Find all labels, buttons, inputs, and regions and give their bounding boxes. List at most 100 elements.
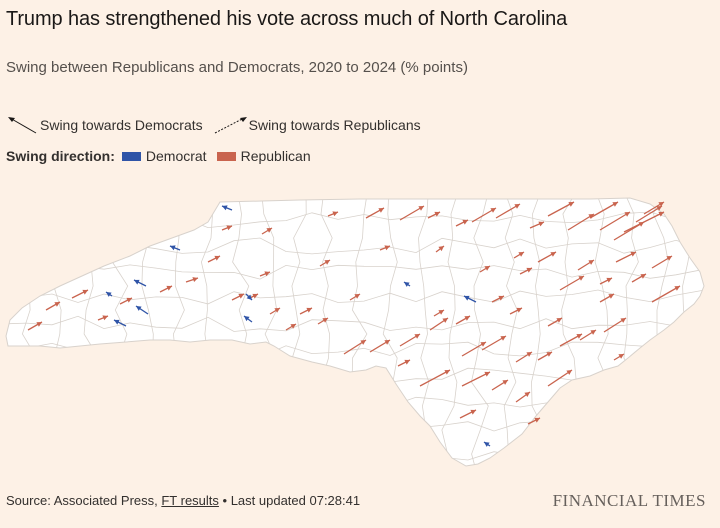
- swing-arrows: [27, 201, 681, 447]
- democrat-swing-arrow: [221, 205, 233, 211]
- footer-source: Source: Associated Press, FT results • L…: [6, 493, 360, 508]
- republican-swing-arrow: [119, 297, 133, 305]
- republican-swing-arrow: [599, 211, 631, 231]
- democrat-swing-arrow: [245, 293, 253, 301]
- republican-swing-arrow: [435, 245, 445, 253]
- last-updated: • Last updated 07:28:41: [218, 493, 361, 508]
- republican-swing-arrow: [343, 339, 367, 355]
- republican-swing-arrow: [513, 251, 525, 259]
- source-text: Source: Associated Press,: [6, 493, 162, 508]
- legend-democrat-key: Democrat: [121, 148, 207, 164]
- republican-swing-arrow: [369, 339, 391, 353]
- direction-legend-title: Swing direction:: [6, 148, 115, 164]
- republican-swing-arrow: [379, 245, 391, 251]
- republican-swing-arrow: [399, 205, 425, 221]
- republican-swing-arrow: [71, 289, 89, 299]
- legend-democrat-key-label: Democrat: [145, 148, 207, 164]
- republican-swing-arrow: [515, 391, 531, 403]
- republican-swing-arrow: [261, 227, 273, 235]
- republican-swing-arrow: [537, 251, 557, 263]
- republican-swing-arrow: [455, 315, 471, 325]
- arrow-legend: Swing towards Democrats Swing towards Re…: [6, 112, 431, 138]
- county-line: [470, 198, 490, 466]
- republican-swing-arrow: [259, 271, 271, 277]
- democrat-swing-arrow: [403, 281, 411, 287]
- republican-swing-arrow: [249, 293, 259, 299]
- democrat-swing-arrow: [105, 291, 113, 297]
- democrat-swing-arrow: [113, 319, 127, 327]
- republican-swing-arrow: [221, 225, 233, 231]
- republican-swing-arrow: [559, 275, 585, 291]
- republican-swing-arrow: [599, 293, 615, 303]
- republican-swing-arrow: [319, 259, 331, 267]
- republican-swing-arrow: [455, 219, 469, 227]
- county-line: [6, 420, 703, 437]
- republican-swing-arrow: [651, 285, 681, 303]
- republican-swing-arrow: [547, 317, 563, 327]
- republican-swing-arrow: [481, 335, 507, 351]
- arrow-up-left-icon: [8, 117, 37, 134]
- republican-swing-arrow: [397, 359, 411, 367]
- republican-swing-arrow: [519, 267, 533, 275]
- republican-swing-arrow: [327, 211, 339, 217]
- republican-swing-arrow: [613, 353, 625, 361]
- county-line: [682, 198, 699, 466]
- arrow-up-right-icon: [214, 117, 247, 134]
- chart-title: Trump has strengthened his vote across m…: [6, 8, 568, 30]
- republican-swing-arrow: [399, 333, 421, 347]
- county-line: [6, 446, 703, 462]
- republican-swing-arrow: [491, 379, 509, 391]
- republican-swing-arrow: [429, 317, 449, 331]
- republican-swing-arrow: [427, 211, 441, 219]
- north-carolina-map: [5, 197, 705, 467]
- legend-democrat-arrow: Swing towards Democrats: [6, 114, 203, 136]
- republican-swing-arrow: [349, 293, 361, 301]
- republican-swing-arrow: [365, 207, 385, 219]
- republican-swing-arrow: [185, 277, 199, 283]
- republican-swing-arrow: [299, 307, 313, 315]
- democrat-swing-arrow: [133, 279, 147, 287]
- county-line: [503, 198, 518, 466]
- republican-swatch: [216, 151, 236, 161]
- county-line: [6, 289, 703, 305]
- republican-swing-arrow: [97, 315, 109, 321]
- legend-republican-key: Republican: [216, 148, 311, 164]
- democrat-swing-arrow: [169, 245, 181, 251]
- republican-swing-arrow: [529, 221, 545, 229]
- democrat-swing-arrow: [463, 295, 477, 303]
- republican-swing-arrow: [537, 351, 553, 361]
- republican-swing-arrow: [603, 317, 627, 333]
- republican-swing-arrow: [491, 295, 505, 303]
- legend-democrat-label: Swing towards Democrats: [40, 117, 203, 133]
- state-border: [5, 197, 705, 467]
- legend-republican-arrow: Swing towards Republicans: [213, 114, 421, 136]
- republican-swing-arrow: [461, 371, 491, 387]
- republican-swing-arrow: [269, 307, 281, 315]
- republican-swing-arrow: [635, 205, 663, 223]
- republican-swing-arrow: [567, 213, 595, 231]
- democrat-swing-arrow: [135, 305, 149, 315]
- republican-swing-arrow: [615, 251, 637, 263]
- county-line: [6, 393, 703, 411]
- republican-swing-arrow: [159, 285, 173, 293]
- democrat-swatch: [121, 151, 141, 161]
- republican-swing-arrow: [577, 259, 595, 271]
- legend-republican-key-label: Republican: [240, 148, 311, 164]
- republican-swing-arrow: [419, 369, 451, 387]
- republican-swing-arrow: [527, 417, 541, 425]
- state-outline: [6, 198, 704, 466]
- county-line: [6, 315, 703, 332]
- republican-swing-arrow: [459, 409, 477, 419]
- republican-swing-arrow: [317, 317, 329, 325]
- democrat-swing-arrow: [243, 315, 253, 323]
- republican-swing-arrow: [433, 309, 445, 317]
- republican-swing-arrow: [547, 369, 573, 387]
- ft-results-link[interactable]: FT results: [161, 493, 219, 508]
- republican-swing-arrow: [651, 255, 673, 269]
- republican-swing-arrow: [509, 307, 523, 315]
- county-line: [441, 198, 460, 466]
- democrat-swing-arrow: [483, 441, 491, 447]
- republican-swing-arrow: [471, 207, 497, 223]
- republican-swing-arrow: [623, 211, 665, 233]
- republican-swing-arrow: [231, 293, 245, 301]
